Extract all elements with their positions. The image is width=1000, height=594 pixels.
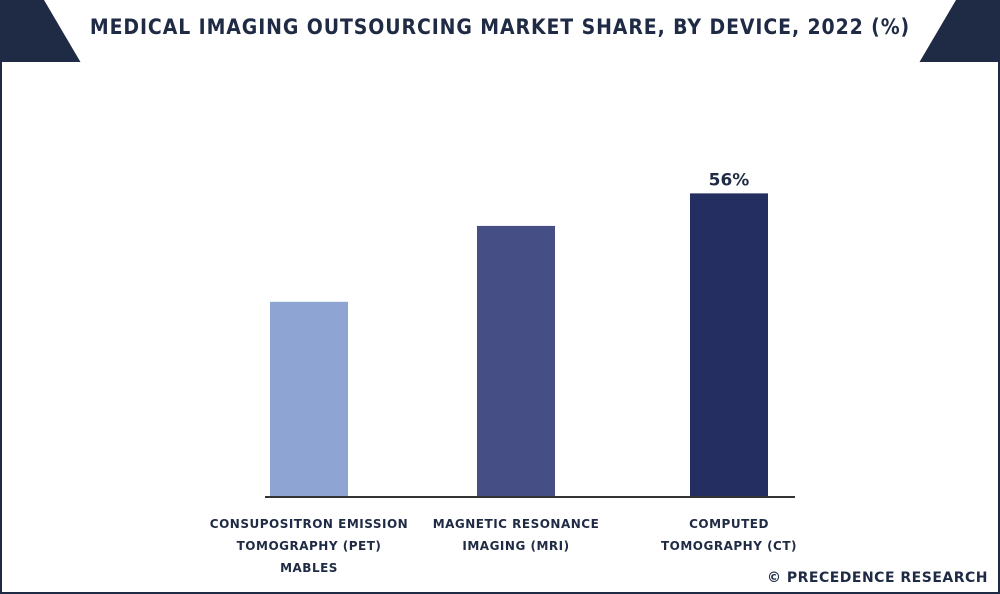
category-label-1-line-3: MABLES [280,561,338,575]
category-label-2-line-1: MAGNETIC RESONANCE [433,517,600,531]
bar-3 [690,193,768,497]
bar-2 [477,225,555,497]
copyright-text: © PRECEDENCE RESEARCH [766,570,988,586]
category-label-3-line-2: TOMOGRAPHY (CT) [661,539,797,553]
category-label-3-line-1: COMPUTED [689,517,769,531]
bar-1 [270,301,348,497]
chart-title: MEDICAL IMAGING OUTSOURCING MARKET SHARE… [89,15,911,39]
category-label-1-line-1: CONSUPOSITRON EMISSION [210,517,408,531]
header-banner [44,0,956,62]
category-label-1-line-2: TOMOGRAPHY (PET) [237,539,382,553]
header-band [0,0,1000,62]
data-label-3: 56% [709,170,750,190]
labels-layer: CONSUPOSITRON EMISSION TOMOGRAPHY (PET) MA… [210,170,797,575]
category-label-2-line-2: IMAGING (MRI) [462,539,569,553]
bars-layer [270,193,768,497]
